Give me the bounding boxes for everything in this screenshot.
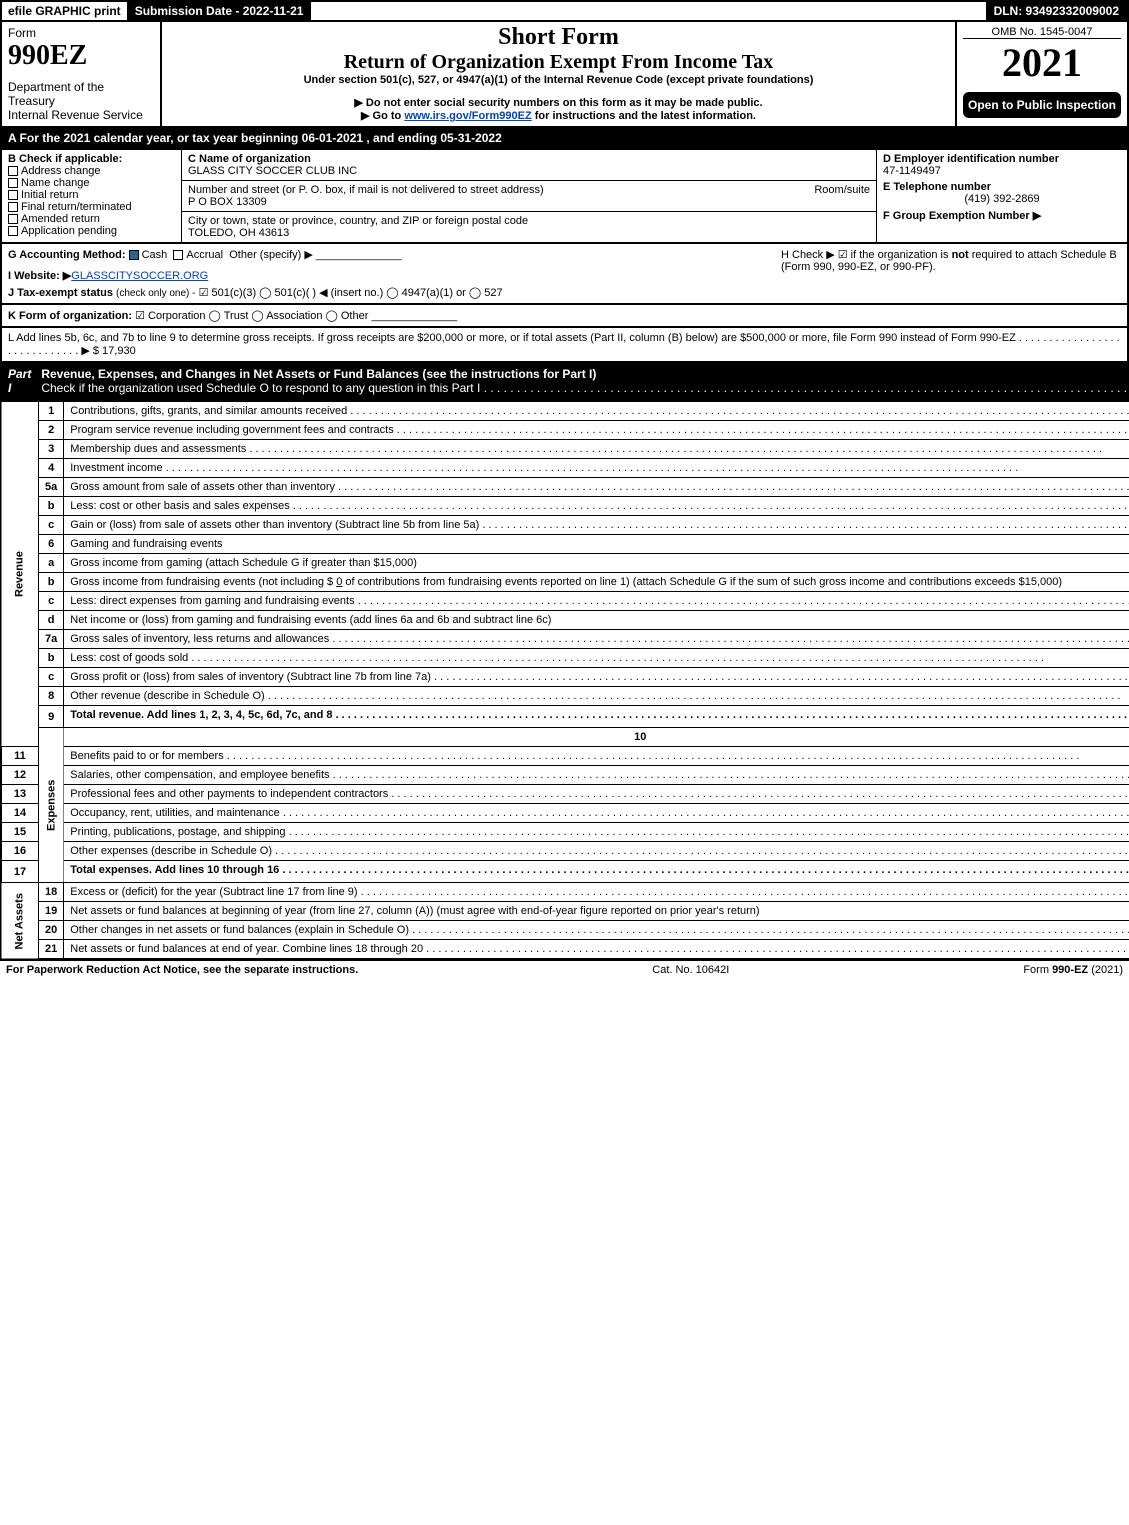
irs-link[interactable]: www.irs.gov/Form990EZ [404,110,531,122]
j-tax-exempt: J Tax-exempt status (check only one) - ☑… [8,286,781,299]
note-link: ▶ Go to www.irs.gov/Form990EZ for instru… [168,109,949,122]
b-opt-name[interactable]: Name change [8,177,175,189]
note-ssn: ▶ Do not enter social security numbers o… [168,96,949,109]
tax-year: 2021 [963,39,1121,86]
footer-center: Cat. No. 10642I [652,964,729,976]
revenue-vlabel: Revenue [1,402,39,747]
b-opt-amended[interactable]: Amended return [8,213,175,225]
d-ein-label: D Employer identification number [883,153,1121,165]
row-a-tax-year: A For the 2021 calendar year, or tax yea… [0,128,1129,150]
c-name-label: C Name of organization [188,153,357,165]
expenses-vlabel: Expenses [39,728,64,883]
tel-value: (419) 392-2869 [883,193,1121,205]
b-opt-final[interactable]: Final return/terminated [8,201,175,213]
section-k: K Form of organization: ☑ Corporation ◯ … [0,305,1129,328]
footer-right: Form 990-EZ (2021) [1023,964,1123,976]
b-opt-pending[interactable]: Application pending [8,225,175,237]
checkbox-cash[interactable] [129,250,139,260]
subtitle: Under section 501(c), 527, or 4947(a)(1)… [168,74,949,86]
section-bcd: B Check if applicable: Address change Na… [0,150,1129,244]
website-link[interactable]: GLASSCITYSOCCER.ORG [71,270,208,282]
irs-label: Internal Revenue Service [8,108,154,122]
org-street: P O BOX 13309 [188,196,784,208]
short-form-title: Short Form [168,24,949,51]
section-g-h: G Accounting Method: Cash Accrual Other … [0,244,1129,305]
c-city-label: City or town, state or province, country… [188,215,528,227]
footer-left: For Paperwork Reduction Act Notice, see … [6,964,358,976]
inspection-box: Open to Public Inspection [963,92,1121,118]
b-label: B Check if applicable: [8,153,175,165]
i-website: I Website: ▶GLASSCITYSOCCER.ORG [8,269,781,282]
e-tel-label: E Telephone number [883,181,1121,193]
form-number: 990EZ [8,40,154,72]
org-city: TOLEDO, OH 43613 [188,227,528,239]
b-opt-initial[interactable]: Initial return [8,189,175,201]
ein-value: 47-1149497 [883,165,1121,177]
efile-label: efile GRAPHIC print [2,2,129,20]
netassets-vlabel: Net Assets [1,883,39,960]
footer: For Paperwork Reduction Act Notice, see … [0,960,1129,979]
form-header: Form 990EZ Department of the Treasury In… [0,22,1129,128]
dln: DLN: 93492332009002 [988,2,1127,20]
omb-number: OMB No. 1545-0047 [963,26,1121,39]
g-accounting: G Accounting Method: Cash Accrual Other … [8,248,781,261]
c-street-label: Number and street (or P. O. box, if mail… [188,184,784,196]
org-name: GLASS CITY SOCCER CLUB INC [188,165,357,177]
form-label: Form [8,26,154,40]
top-bar: efile GRAPHIC print Submission Date - 20… [0,0,1129,22]
part-i-table-main: Revenue 1Contributions, gifts, grants, a… [0,401,1129,960]
b-opt-address[interactable]: Address change [8,165,175,177]
submission-date: Submission Date - 2022-11-21 [129,2,312,20]
section-l: L Add lines 5b, 6c, and 7b to line 9 to … [0,328,1129,363]
room-suite-label: Room/suite [814,184,870,208]
f-group-label: F Group Exemption Number ▶ [883,209,1121,222]
checkbox-accrual[interactable] [173,250,183,260]
return-title: Return of Organization Exempt From Incom… [168,51,949,74]
part-i-header: Part I Revenue, Expenses, and Changes in… [0,363,1129,401]
l-amount: ▶ $ 17,930 [81,345,135,357]
h-schedule-b: H Check ▶ ☑ if the organization is not r… [781,248,1121,299]
dept-label: Department of the Treasury [8,80,154,108]
